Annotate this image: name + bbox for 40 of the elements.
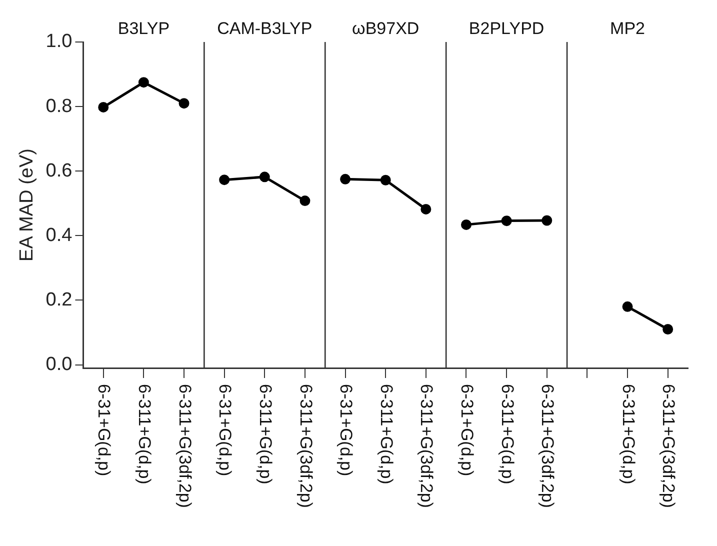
point [542, 215, 552, 226]
point [420, 204, 432, 214]
x-tick-label: 6-31+G(d,p) [216, 384, 235, 476]
point [340, 174, 351, 184]
point [178, 98, 190, 109]
point [380, 174, 391, 186]
point [501, 216, 512, 226]
x-tick-label: 6-311+G(3df,2p) [417, 384, 436, 508]
x-tick-label: 6-311+G(d,p) [376, 384, 396, 484]
y-tick-label: 0.8 [46, 96, 72, 117]
y-tick-label: 0.6 [46, 160, 72, 182]
y-axis-title: EA MAD (eV) [16, 148, 38, 262]
point [219, 174, 230, 186]
x-tick-label: 6-311+G(3df,2p) [659, 384, 678, 508]
x-tick-label: 6-311+G(3df,2p) [175, 384, 194, 508]
point [460, 219, 472, 230]
x-tick-label: 6-311+G(d,p) [135, 384, 154, 484]
point [300, 196, 310, 206]
text: CAM-B3LYP [217, 19, 312, 38]
x-tick-label: 6-31+G(d,p) [336, 384, 356, 476]
x-tick-label: 6-31+G(d,p) [458, 384, 477, 476]
point [622, 301, 633, 312]
point [138, 77, 149, 88]
y-tick-label: 1.0 [46, 31, 72, 52]
point [662, 324, 674, 335]
y-tick-label: 0.0 [46, 354, 72, 376]
x-tick-label: 6-31+G(d,p) [94, 384, 114, 476]
x-tick-label: 6-311+G(d,p) [256, 384, 275, 484]
y-tick-label: 0.2 [46, 289, 72, 310]
text: B2PLYPD [468, 19, 544, 38]
x-tick-label: 6-311+G(d,p) [498, 384, 517, 484]
y-tick-label: 0.4 [46, 224, 73, 246]
x-tick-label: 6-311+G(d,p) [618, 384, 638, 484]
x-tick-label: 6-311+G(3df,2p) [538, 384, 558, 508]
point [98, 102, 109, 112]
text: MP2 [610, 19, 646, 38]
x-tick-label: 6-311+G(3df,2p) [296, 384, 316, 508]
point [259, 172, 270, 182]
text: B3LYP [118, 19, 170, 38]
text: ωB97XD [352, 19, 420, 38]
